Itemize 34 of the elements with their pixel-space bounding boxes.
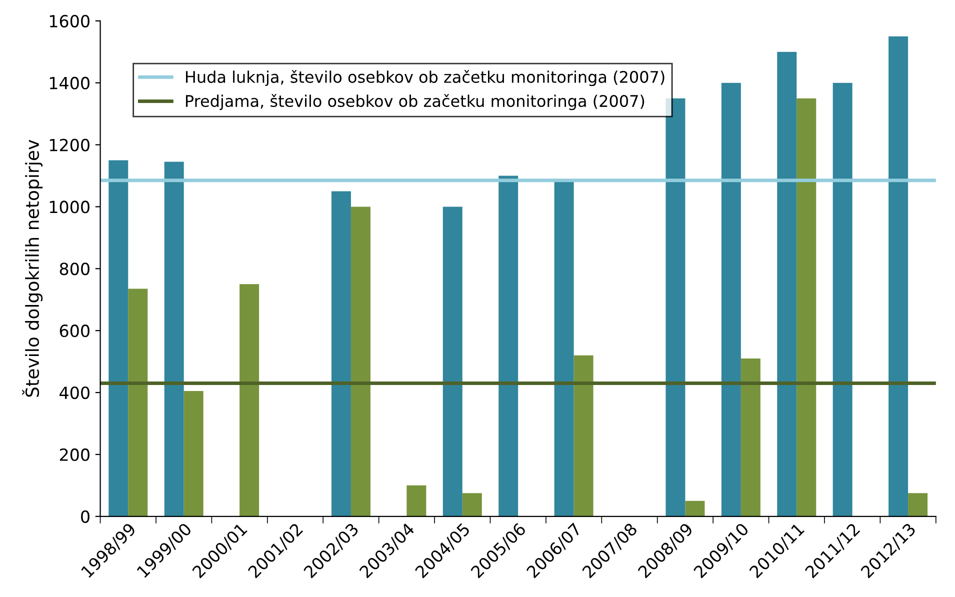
bar [164,162,184,516]
bar [498,176,518,516]
y-tick-label: 0 [81,510,90,523]
bar [406,485,426,516]
y-tick-label: 600 [60,324,90,338]
bar [574,355,594,516]
y-tick-label: 1200 [50,138,90,152]
bar [832,82,852,516]
y-tick-label: 1400 [50,76,90,90]
legend-label: Predjama, število osebkov ob začetku monitoringa (2007) [186,94,644,110]
bar [240,284,260,516]
legend-label: Huda luknja, število osebkov ob začetku monitoringa (2007) [186,70,664,86]
bar [796,98,816,516]
bar [777,52,797,516]
bar [462,493,482,516]
y-tick-label: 1600 [50,14,90,28]
y-tick-label: 400 [60,386,90,400]
bar [666,98,686,516]
bar [184,390,204,516]
bar [442,206,462,516]
y-tick-label: 800 [60,262,90,276]
bar [740,358,760,516]
y-tick-label: 200 [60,448,90,462]
bar [721,82,741,516]
bar [685,500,705,516]
y-axis-title: Število dolgokrilih netopirjev [22,140,43,397]
bar [108,160,128,516]
y-tick-label: 1000 [50,200,90,214]
bar [350,206,370,516]
bar [908,493,928,516]
bar [888,36,908,516]
bar [554,180,574,516]
bar [331,191,351,516]
bar [128,288,148,516]
